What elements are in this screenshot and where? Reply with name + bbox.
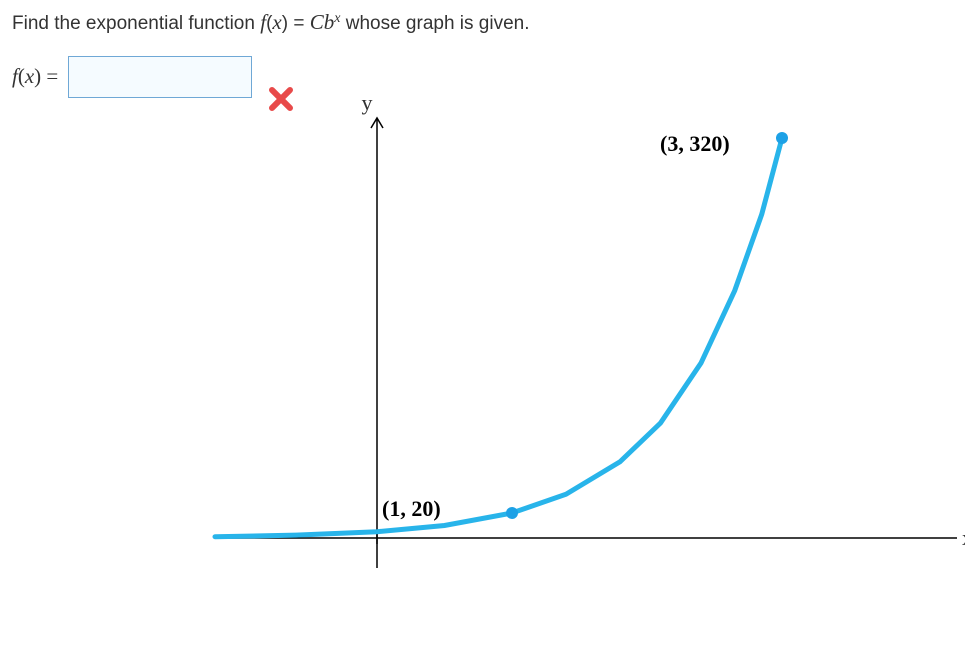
answer-row: f(x) = xyxy=(12,56,953,98)
data-point-label: (3, 320) xyxy=(660,131,730,156)
y-axis-label: y xyxy=(362,98,373,115)
answer-input[interactable] xyxy=(68,56,252,98)
data-point-label: (1, 20) xyxy=(382,496,441,521)
prompt-var: x xyxy=(272,10,281,34)
exponential-chart: xy(1, 20)(3, 320) xyxy=(202,98,965,598)
data-point xyxy=(776,132,788,144)
answer-label-func: f xyxy=(12,64,18,88)
prompt-mid: = xyxy=(293,13,309,34)
wrong-icon xyxy=(268,86,294,112)
answer-label: f(x) = xyxy=(12,64,58,89)
prompt-base: b xyxy=(324,10,335,34)
prompt-coef: C xyxy=(310,10,324,34)
chart-container: xy(1, 20)(3, 320) xyxy=(202,98,953,604)
curve xyxy=(215,138,782,537)
prompt-paren-close: ) xyxy=(282,13,288,34)
prompt-exp: x xyxy=(334,11,340,26)
data-point xyxy=(506,507,518,519)
answer-label-var: x xyxy=(25,64,34,88)
prompt-suffix: whose graph is given. xyxy=(346,13,530,34)
answer-label-eq: = xyxy=(41,64,58,88)
prompt-prefix: Find the exponential function xyxy=(12,13,260,34)
question-prompt: Find the exponential function f(x) = Cbx… xyxy=(12,8,953,38)
